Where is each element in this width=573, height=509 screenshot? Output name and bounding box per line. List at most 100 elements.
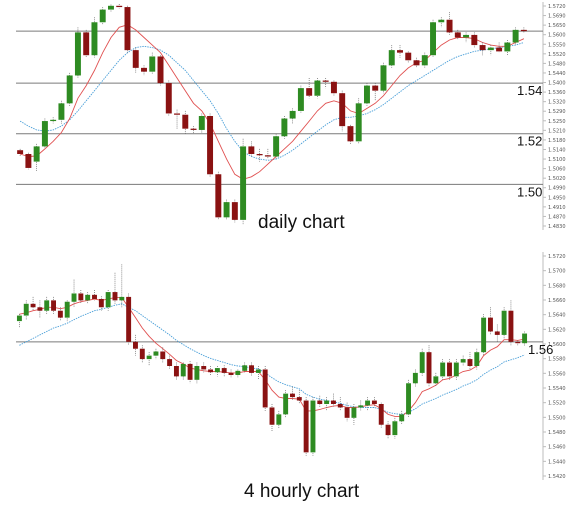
candle-body (201, 366, 207, 370)
candle-body (440, 362, 446, 377)
candle-body (198, 116, 205, 130)
candle (392, 417, 398, 439)
candle-body (317, 400, 323, 404)
candle-body (388, 50, 395, 66)
candle-body (380, 65, 387, 91)
candle (187, 361, 193, 384)
candle-body (378, 404, 384, 425)
candle-body (463, 34, 470, 38)
candle (119, 264, 125, 308)
moving-average-fast (19, 24, 525, 180)
candle (310, 397, 316, 456)
candle-body (153, 351, 159, 356)
candle-body (99, 9, 106, 23)
candle (522, 331, 528, 346)
candle (515, 340, 521, 346)
axis-tick-label: 1.5580 (548, 357, 566, 363)
candle-body (228, 372, 234, 375)
candle (339, 90, 346, 132)
axis-tick-label: 1.5690 (548, 14, 566, 20)
candle (264, 148, 271, 160)
axis-tick-label: 1.5680 (548, 283, 566, 289)
candle (388, 45, 395, 68)
candle (317, 395, 323, 408)
candle (358, 400, 364, 411)
candle (133, 334, 138, 356)
candle-body (208, 369, 214, 373)
candle-body (426, 352, 432, 384)
axis-tick-label: 1.5210 (548, 128, 566, 134)
candle (520, 27, 527, 33)
candle-body (405, 52, 412, 61)
candle (41, 118, 48, 149)
candle (207, 113, 214, 177)
candle-body (453, 362, 459, 377)
candle (165, 80, 172, 116)
h4-chart-caption: 4 hourly chart (244, 481, 360, 502)
candle (16, 314, 22, 328)
candle (363, 83, 370, 106)
candle-body (105, 292, 111, 308)
candle-body (358, 405, 364, 408)
candle (33, 143, 40, 172)
candle (44, 296, 50, 315)
candle (324, 397, 330, 411)
candle-body (397, 50, 403, 53)
candle (153, 348, 159, 360)
candle-body (276, 414, 282, 425)
axis-tick-label: 1.5100 (548, 157, 566, 163)
candle-body (255, 369, 261, 373)
axis-tick-label: 1.5720 (548, 4, 566, 10)
candle (355, 98, 362, 144)
candle (25, 152, 32, 170)
candle-body (306, 88, 313, 96)
candle-body (98, 298, 104, 308)
candle (378, 402, 384, 429)
candle (303, 397, 309, 456)
candle (126, 293, 132, 346)
candle (487, 307, 493, 335)
candle (471, 32, 478, 48)
candle (132, 47, 139, 73)
candle-body (92, 294, 97, 299)
candle (58, 100, 65, 124)
candle-body (256, 154, 263, 156)
candle (141, 65, 147, 76)
candle-body (419, 352, 425, 373)
moving-average-slow (19, 42, 525, 161)
candle-body (74, 32, 81, 76)
candle (460, 355, 466, 366)
axis-tick-label: 1.4990 (548, 186, 566, 192)
candle (281, 116, 288, 139)
candle (440, 359, 446, 380)
candle-body (249, 365, 254, 373)
candle-body (337, 404, 343, 408)
candle-body (430, 22, 437, 56)
candle-body (57, 310, 63, 318)
candle (296, 390, 302, 404)
candle (421, 52, 428, 68)
candle-body (119, 296, 125, 301)
candle (306, 78, 313, 99)
candle-body (494, 331, 500, 335)
candle-body (66, 75, 73, 104)
candle (454, 29, 461, 40)
candle (430, 19, 437, 58)
axis-tick-label: 1.5660 (548, 298, 566, 304)
axis-tick-label: 1.5560 (548, 371, 566, 377)
axis-tick-label: 1.5440 (548, 71, 566, 77)
candle-body (33, 146, 40, 162)
candle-body (365, 400, 371, 406)
candle (487, 45, 494, 56)
candle (255, 366, 261, 380)
candle (240, 138, 247, 225)
axis-tick-label: 1.5650 (548, 23, 566, 29)
candle (99, 7, 106, 25)
candle (116, 4, 123, 9)
candle (98, 296, 104, 311)
candle-body (392, 421, 398, 436)
candle (71, 279, 77, 308)
candle (297, 85, 304, 114)
candle-body (91, 22, 98, 56)
